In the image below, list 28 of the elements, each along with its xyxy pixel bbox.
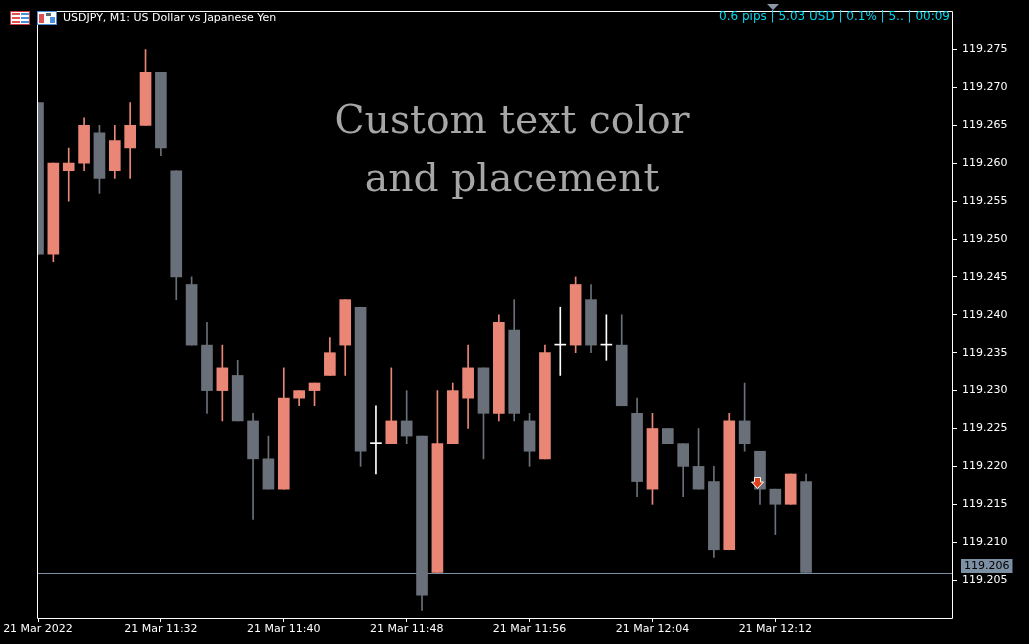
chart-title: USDJPY, M1: US Dollar vs Japanese Yen [63, 10, 277, 24]
y-tick-label: 119.245 [962, 269, 1008, 283]
y-tick-label: 119.275 [962, 42, 1008, 56]
x-tick-label: 21 Mar 11:40 [247, 622, 321, 636]
y-tick-label: 119.265 [962, 118, 1008, 132]
x-tick-label: 21 Mar 12:04 [615, 622, 690, 636]
y-tick-label: 119.255 [962, 193, 1008, 207]
x-tick-label: 21 Mar 12:12 [738, 622, 813, 636]
y-tick-label: 119.270 [962, 80, 1008, 94]
annotation: 0.6 pips | 5.03 USD | 0.1% | 5.. | 00:09 [719, 9, 950, 24]
y-tick-label: 119.220 [962, 459, 1008, 473]
y-tick-label: 119.240 [962, 307, 1008, 321]
y-tick-label: 119.250 [962, 231, 1008, 245]
x-tick-label: 21 Mar 11:56 [492, 622, 567, 636]
y-tick-label: 119.225 [962, 421, 1008, 435]
y-tick-label: 119.235 [962, 345, 1008, 359]
annotation: Custom text color and placement [334, 97, 690, 200]
y-tick-label: 119.260 [962, 156, 1008, 170]
candlestick [62, 147, 75, 202]
y-tick-label: 119.205 [962, 572, 1008, 586]
y-tick-label: 119.215 [962, 497, 1008, 511]
x-tick-label: 21 Mar 2022 [3, 622, 73, 636]
y-tick-label: 119.210 [962, 535, 1008, 549]
ref-line-label: 119.206 [964, 558, 1010, 572]
candlestick [370, 405, 382, 475]
x-tick-label: 21 Mar 11:32 [124, 622, 198, 636]
y-tick-label: 119.230 [962, 383, 1008, 397]
x-tick-label: 21 Mar 11:48 [369, 622, 444, 636]
